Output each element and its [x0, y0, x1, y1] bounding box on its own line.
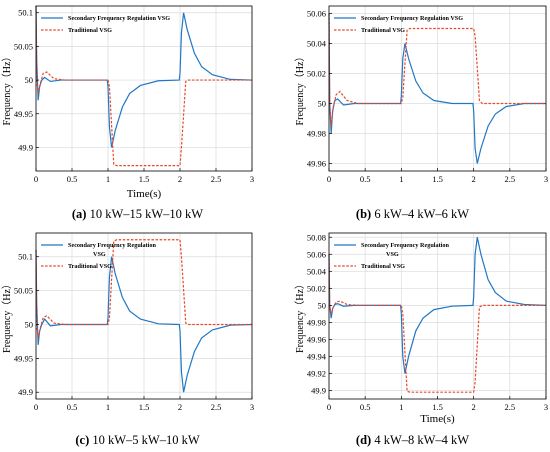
panel1-y-tick-label: 50.05 [14, 41, 33, 51]
panel3-x-tick-label: 3 [250, 402, 254, 412]
panel1-x-tick-label: 1.5 [139, 174, 150, 184]
panel1-y-tick-label: 50 [25, 75, 34, 85]
panel1-y-axis-label: Frequency（Hz） [1, 52, 13, 126]
panel4-legend-label-secondary-vsg-line2: VSG [386, 251, 399, 258]
panel2-legend-label-traditional-vsg: Traditional VSG [361, 27, 405, 34]
panel1-series-secondary-vsg-line [35, 5, 253, 148]
panel2-x-tick-label: 1 [399, 174, 403, 184]
caption-a-text: 10 kW–15 kW–10 kW [89, 207, 204, 221]
panel1-x-tick-label: 2.5 [211, 174, 222, 184]
panel2-y-tick-label: 50.02 [307, 69, 326, 79]
panel3-y-tick-label: 50.1 [18, 252, 33, 262]
panel2-series-secondary-vsg-line [328, 13, 546, 164]
panel3-y-axis-label: Frequency（Hz） [1, 279, 13, 353]
panel1-x-axis-label: Time(s) [127, 188, 162, 200]
panel3-y-tick-label: 50 [25, 319, 34, 329]
caption-d-tag: (d) [355, 433, 372, 447]
caption-c-text: 10 kW–5 kW–10 kW [92, 433, 200, 447]
panel3-legend-label-secondary-vsg: Secondary Frequency Regulation [68, 242, 156, 249]
panel1-series-traditional-vsg-line [35, 5, 252, 167]
panel4-x-tick-label: 0 [327, 402, 331, 412]
panel3-x-tick-label: 0 [34, 402, 38, 412]
panel1-x-tick-label: 0 [34, 174, 38, 184]
panel1-y-tick-label: 50.1 [18, 8, 33, 18]
panel4-y-tick-label: 50.08 [307, 232, 326, 242]
panel3-y-tick-label: 50.05 [14, 286, 33, 296]
caption-b-text: 6 kW–4 kW–6 kW [374, 207, 470, 221]
panel3-series-secondary-vsg-line [35, 249, 253, 393]
caption-a-tag: (a) [71, 207, 87, 221]
panel2-y-tick-label: 50.06 [307, 9, 326, 19]
panel4-y-tick-label: 49.96 [307, 334, 326, 344]
panel4-x-tick-label: 1 [399, 402, 403, 412]
panel3-x-tick-label: 2.5 [211, 402, 222, 412]
panel1-x-tick-label: 2 [178, 174, 182, 184]
panel3-x-tick-label: 1 [106, 402, 110, 412]
panel3-legend-label-traditional-vsg: Traditional VSG [68, 263, 112, 270]
panel4-y-tick-label: 49.98 [307, 317, 326, 327]
panel2-x-tick-label: 2.5 [505, 174, 516, 184]
panel4-x-tick-label: 1.5 [432, 402, 443, 412]
panel4-x-tick-label: 0.5 [360, 402, 371, 412]
panel2-y-tick-label: 49.96 [307, 159, 326, 169]
panel1-x-tick-label: 3 [250, 174, 254, 184]
caption-b-tag: (b) [355, 207, 372, 221]
panel4-series-secondary-vsg-line [328, 237, 547, 374]
caption-d: (d) 4 kW–8 kW–4 kW [275, 433, 550, 448]
panel2-y-tick-label: 49.98 [307, 129, 326, 139]
panel4-x-tick-label: 3 [544, 402, 548, 412]
panel1-legend-label-traditional-vsg: Traditional VSG [68, 27, 112, 34]
panel1-y-tick-label: 49.9 [18, 142, 33, 152]
panel4-x-axis-label: Time(s) [420, 413, 455, 425]
panel3-x-tick-label: 1.5 [139, 402, 150, 412]
panel2-y-axis-label: Frequency（Hz） [294, 52, 306, 126]
caption-d-text: 4 kW–8 kW–4 kW [374, 433, 470, 447]
caption-b: (b) 6 kW–4 kW–6 kW [275, 207, 550, 222]
panel1-x-tick-label: 0.5 [67, 174, 78, 184]
panel3-x-tick-label: 0.5 [67, 402, 78, 412]
panel4-legend-label-traditional-vsg: Traditional VSG [361, 263, 405, 270]
panel4-y-tick-label: 50.02 [307, 283, 326, 293]
panel4-y-tick-label: 50.06 [307, 249, 326, 259]
panel3-series-traditional-vsg-line [35, 239, 252, 339]
panel4-legend-label-secondary-vsg: Secondary Frequency Regulation [361, 242, 449, 249]
panel1-legend-label-secondary-vsg: Secondary Frequency Regulation VSG [68, 15, 170, 22]
panel4-y-tick-label: 50.04 [307, 266, 327, 276]
panel4-x-tick-label: 2.5 [505, 402, 516, 412]
panel2-x-tick-label: 0.5 [360, 174, 371, 184]
panel4-y-tick-label: 50 [318, 300, 327, 310]
panel2-y-tick-label: 50 [318, 99, 327, 109]
panel4-x-tick-label: 2 [472, 402, 476, 412]
panel4-y-axis-label: Frequency（Hz） [294, 279, 306, 353]
panel1-y-tick-label: 49.95 [14, 109, 33, 119]
panel4-y-tick-label: 49.94 [307, 351, 327, 361]
panel2-series-traditional-vsg-line [328, 13, 546, 127]
panel2-y-tick-label: 50.04 [307, 39, 327, 49]
caption-c-tag: (c) [75, 433, 90, 447]
panel2-x-tick-label: 2 [472, 174, 476, 184]
panel3-x-tick-label: 2 [178, 402, 182, 412]
panel1-x-tick-label: 1 [106, 174, 110, 184]
panel3-legend-label-secondary-vsg-line2: VSG [93, 251, 106, 258]
panel3-y-tick-label: 49.9 [18, 387, 33, 397]
panel2-legend-label-secondary-vsg: Secondary Frequency Regulation VSG [361, 15, 463, 22]
caption-c: (c) 10 kW–5 kW–10 kW [0, 433, 275, 448]
panel2-x-tick-label: 3 [544, 174, 548, 184]
panel4-y-tick-label: 49.9 [311, 385, 326, 395]
panel4-y-tick-label: 49.92 [307, 368, 326, 378]
panel2-x-tick-label: 1.5 [432, 174, 443, 184]
panel3-y-tick-label: 49.95 [14, 353, 33, 363]
panel2-x-tick-label: 0 [327, 174, 331, 184]
caption-a: (a) 10 kW–15 kW–10 kW [0, 207, 275, 222]
